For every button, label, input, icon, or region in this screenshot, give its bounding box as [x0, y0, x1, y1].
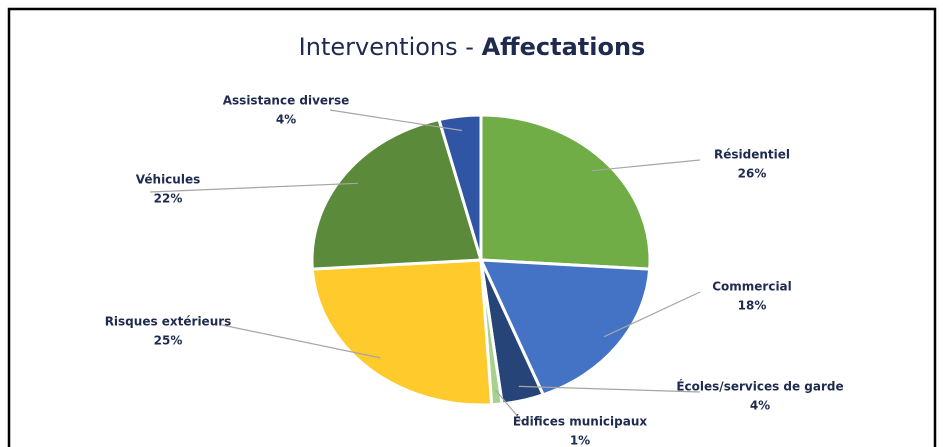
pie-slice	[479, 113, 652, 271]
slice-value-label: 26%	[738, 167, 767, 181]
pie-slice	[478, 258, 652, 397]
title-main: Interventions -	[299, 33, 474, 61]
slice-label: Risques extérieurs	[105, 315, 232, 329]
slice-value-label: 4%	[276, 113, 296, 127]
slice-value-label: 22%	[154, 192, 183, 206]
leader-line	[221, 324, 381, 359]
slice-label: Résidentiel	[714, 148, 790, 162]
slice-value-label: 1%	[570, 434, 590, 447]
chart-title: Interventions - Affectations	[299, 33, 646, 61]
slice-value-label: 25%	[154, 334, 183, 348]
leader-line	[329, 109, 463, 132]
leader-line	[518, 385, 701, 393]
pie-slice	[310, 117, 483, 271]
leader-line	[149, 182, 358, 193]
pie-slice	[437, 113, 483, 261]
slice-label: Assistance diverse	[223, 94, 350, 108]
leader-line	[591, 159, 701, 172]
slice-value-label: 4%	[750, 399, 770, 413]
leader-line	[603, 291, 701, 338]
title-emphasis: Affectations	[482, 33, 646, 61]
slice-value-label: 18%	[738, 299, 767, 313]
slice-label: Commercial	[712, 280, 792, 294]
pie-slice	[310, 258, 494, 407]
slice-label: Édifices municipaux	[513, 414, 648, 429]
slice-label: Écoles/services de garde	[676, 379, 843, 394]
leader-line	[494, 389, 526, 426]
slice-label: Véhicules	[136, 173, 200, 187]
